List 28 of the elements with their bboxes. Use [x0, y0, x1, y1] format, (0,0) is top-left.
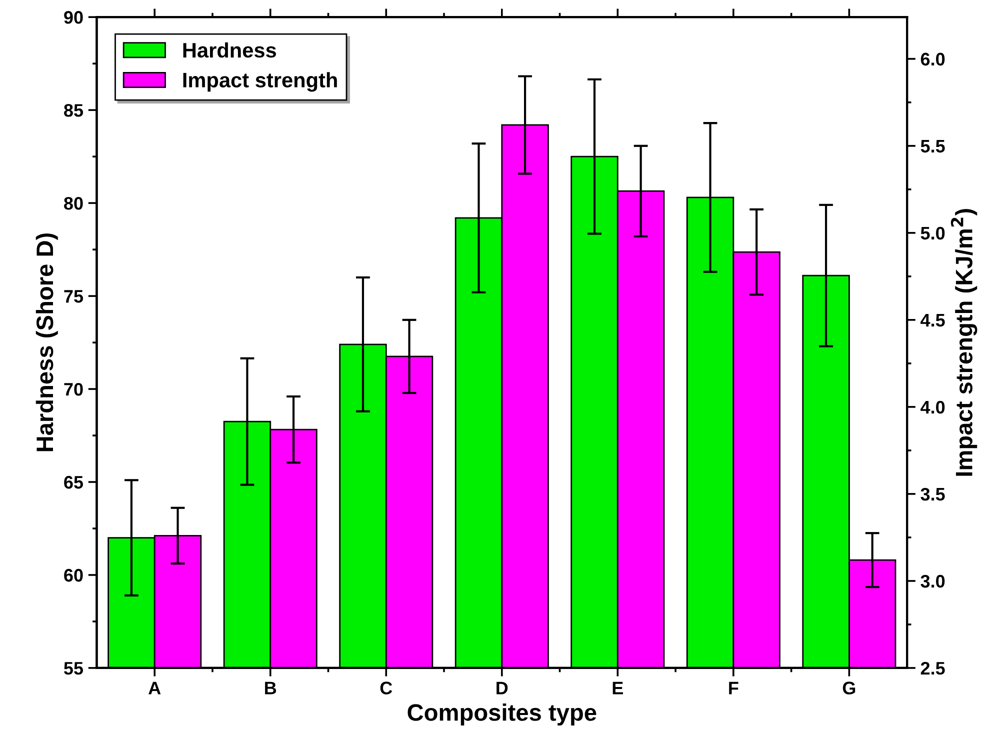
x-tick-label: D — [496, 682, 508, 694]
y2-tick-label: 6.0 — [920, 52, 945, 66]
y-tick-label: 75 — [64, 290, 84, 303]
y2-tick-label: 3.5 — [920, 488, 945, 501]
y2-tick-label: 5.0 — [920, 226, 945, 240]
y2-tick-label: 4.5 — [920, 314, 945, 327]
x-tick-label: G — [842, 682, 856, 694]
y-tick-label: 60 — [64, 568, 83, 582]
y-axis-title: Hardness (Shore D) — [36, 233, 58, 452]
y2-tick-label: 5.5 — [920, 140, 945, 153]
x-axis-title: Composites type — [408, 704, 596, 726]
y-tick-label: 90 — [64, 11, 83, 24]
y-tick-label: 80 — [64, 196, 83, 210]
x-tick-label: A — [148, 682, 161, 694]
y2-tick-label: 3.0 — [920, 574, 945, 588]
y2-tick-label: 4.0 — [920, 400, 945, 414]
legend-label: Hardness — [183, 42, 276, 58]
y-tick-label: 85 — [64, 104, 84, 117]
legend-label: Impact strength — [183, 72, 337, 92]
x-tick-label: B — [265, 682, 276, 694]
y2-tick-label: 2.5 — [920, 662, 945, 675]
x-tick-label: F — [729, 682, 738, 694]
x-tick-label: C — [380, 682, 392, 694]
y-tick-label: 55 — [64, 662, 84, 675]
y-tick-label: 65 — [64, 476, 84, 489]
x-tick-label: E — [612, 682, 623, 694]
y2-axis-title: Impact strength (KJ/m$^{2}$) — [950, 209, 978, 476]
y-tick-label: 70 — [64, 382, 83, 396]
